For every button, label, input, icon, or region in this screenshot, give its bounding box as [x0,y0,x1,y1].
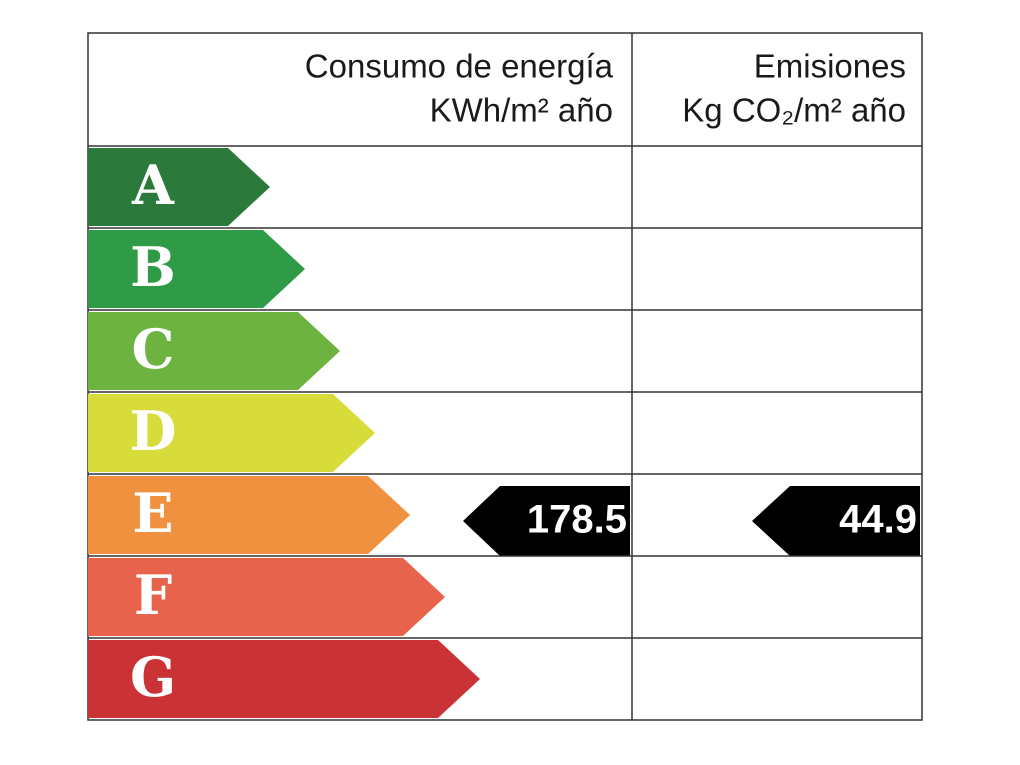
grade-arrow [88,312,340,390]
energy-unit: KWh/m² año [430,92,613,129]
energy-pointer [463,486,630,556]
grade-arrow [88,148,270,226]
grade-letter: D [130,399,177,463]
energy-value: 178.5 [527,498,627,542]
grade-letter: A [131,153,175,217]
grade-arrow [88,640,480,718]
emission-pointer [752,486,920,556]
grade-letter: G [130,645,176,709]
grade-letter: E [132,481,173,545]
grade-arrow [88,394,375,472]
emission-unit: Kg CO₂/m² año [682,92,906,129]
grade-letter: C [132,317,175,381]
grade-arrow [88,476,410,554]
grade-arrow [88,558,445,636]
emission-value: 44.9 [839,498,917,542]
grade-letter: F [134,563,172,627]
energy-title: Consumo de energía [305,48,614,85]
grade-arrow [88,230,305,308]
emission-title: Emisiones [754,48,906,85]
grade-letter: B [130,235,176,299]
